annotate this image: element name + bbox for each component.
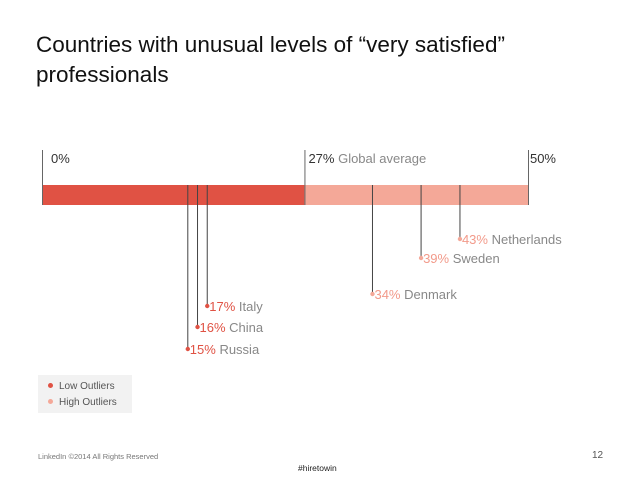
hashtag: #hiretowin xyxy=(298,463,337,473)
callout-dot-russia xyxy=(185,346,190,352)
callout-country-russia: Russia xyxy=(216,342,260,357)
callout-value-sweden: 39% xyxy=(423,251,449,266)
legend-low-dot-icon xyxy=(48,382,53,388)
callout-label-sweden: 39% Sweden xyxy=(423,251,500,266)
axis-label-value-0: 0% xyxy=(51,151,70,166)
callout-country-china: China xyxy=(226,320,264,335)
callout-country-denmark: Denmark xyxy=(401,287,458,302)
axis-label-value-1: 27% xyxy=(308,151,334,166)
legend-high-label: High Outliers xyxy=(59,397,117,408)
bar-segment-0 xyxy=(42,185,305,205)
callout-label-italy: 17% Italy xyxy=(209,299,263,314)
axis-label-value-2: 50% xyxy=(530,151,556,166)
legend-item-high: High Outliers xyxy=(48,397,117,408)
callout-value-russia: 15% xyxy=(190,342,216,357)
callout-dot-netherlands xyxy=(457,236,463,242)
callout-dot-denmark xyxy=(370,291,375,297)
callout-label-china: 16% China xyxy=(200,320,264,335)
callout-value-netherlands: 43% xyxy=(462,232,488,247)
callout-label-russia: 15% Russia xyxy=(190,342,260,357)
axis-label-1: 27% Global average xyxy=(308,151,426,166)
callout-dot-italy xyxy=(205,303,210,309)
chart-title: Countries with unusual levels of “very s… xyxy=(36,32,505,87)
callout-label-netherlands: 43% Netherlands xyxy=(462,232,562,247)
callout-label-denmark: 34% Denmark xyxy=(374,287,457,302)
callout-value-italy: 17% xyxy=(209,299,235,314)
callout-dot-sweden xyxy=(418,255,424,261)
legend: Low Outliers High Outliers xyxy=(38,375,132,413)
callout-dot-china xyxy=(195,324,200,330)
copyright: LinkedIn ©2014 All Rights Reserved xyxy=(38,452,159,461)
axis-label-text-1: Global average xyxy=(334,151,426,166)
legend-high-dot-icon xyxy=(48,398,53,404)
bar-segment-1 xyxy=(304,185,528,205)
legend-low-label: Low Outliers xyxy=(59,381,115,392)
axis-label-0: 0% xyxy=(51,151,70,166)
callout-country-netherlands: Netherlands xyxy=(488,232,562,247)
legend-item-low: Low Outliers xyxy=(48,381,115,392)
callout-country-sweden: Sweden xyxy=(449,251,500,266)
callout-country-italy: Italy xyxy=(235,299,263,314)
axis-label-2: 50% xyxy=(530,151,556,166)
callout-value-denmark: 34% xyxy=(374,287,400,302)
page-number: 12 xyxy=(592,450,604,461)
callout-value-china: 16% xyxy=(200,320,226,335)
